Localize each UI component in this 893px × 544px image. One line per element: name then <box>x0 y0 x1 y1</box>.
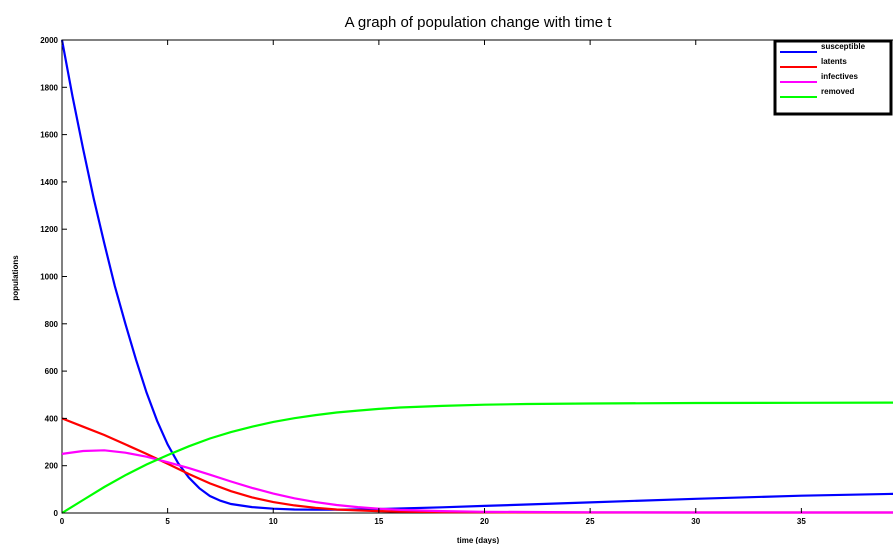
legend-label-latents: latents <box>821 57 847 66</box>
y-axis-ticks: 0 200 400 600 800 1000 1200 1400 1600 1800 2000 <box>40 36 67 518</box>
y-tick-label: 1200 <box>40 225 58 234</box>
y-tick-label: 2000 <box>40 36 58 45</box>
legend-box <box>773 39 893 116</box>
chart-title: A graph of population change with time t <box>345 14 613 31</box>
x-tick-label: 35 <box>797 517 806 526</box>
y-tick-label: 400 <box>45 414 59 423</box>
series-line-infectives <box>61 449 893 514</box>
y-tick-label: 600 <box>45 367 59 376</box>
series-line-susceptible <box>60 39 893 511</box>
legend-label-removed: removed <box>821 87 854 96</box>
y-tick-label: 0 <box>54 509 59 518</box>
plot-frame <box>61 39 893 514</box>
y-axis-label: populations <box>11 255 20 301</box>
x-tick-label: 5 <box>165 517 170 526</box>
x-tick-label: 25 <box>586 517 595 526</box>
x-axis-label: time (days) <box>457 536 500 544</box>
y-tick-label: 1400 <box>40 178 58 187</box>
series-layer <box>60 39 893 514</box>
x-axis-ticks: 051015202530354 <box>60 40 806 526</box>
y-tick-label: 200 <box>45 462 59 471</box>
legend: susceptible latents infectives removed <box>773 39 893 116</box>
x-tick-label: 30 <box>691 517 700 526</box>
plot-area: 051015202530354 020040060080010001200140… <box>40 36 893 526</box>
legend-label-infectives: infectives <box>821 72 858 81</box>
y-tick-label: 1600 <box>40 131 58 140</box>
x-tick-label: 0 <box>60 517 65 526</box>
legend-items: susceptible latents infectives removed <box>780 42 866 98</box>
y-tick-label: 1000 <box>40 273 58 282</box>
y-tick-label: 1800 <box>40 83 58 92</box>
x-tick-label: 15 <box>374 517 383 526</box>
legend-label-susceptible: susceptible <box>821 42 866 51</box>
series-line-removed <box>61 401 893 514</box>
x-tick-label: 10 <box>269 517 278 526</box>
x-tick-label: 20 <box>480 517 489 526</box>
y-tick-label: 800 <box>45 320 59 329</box>
